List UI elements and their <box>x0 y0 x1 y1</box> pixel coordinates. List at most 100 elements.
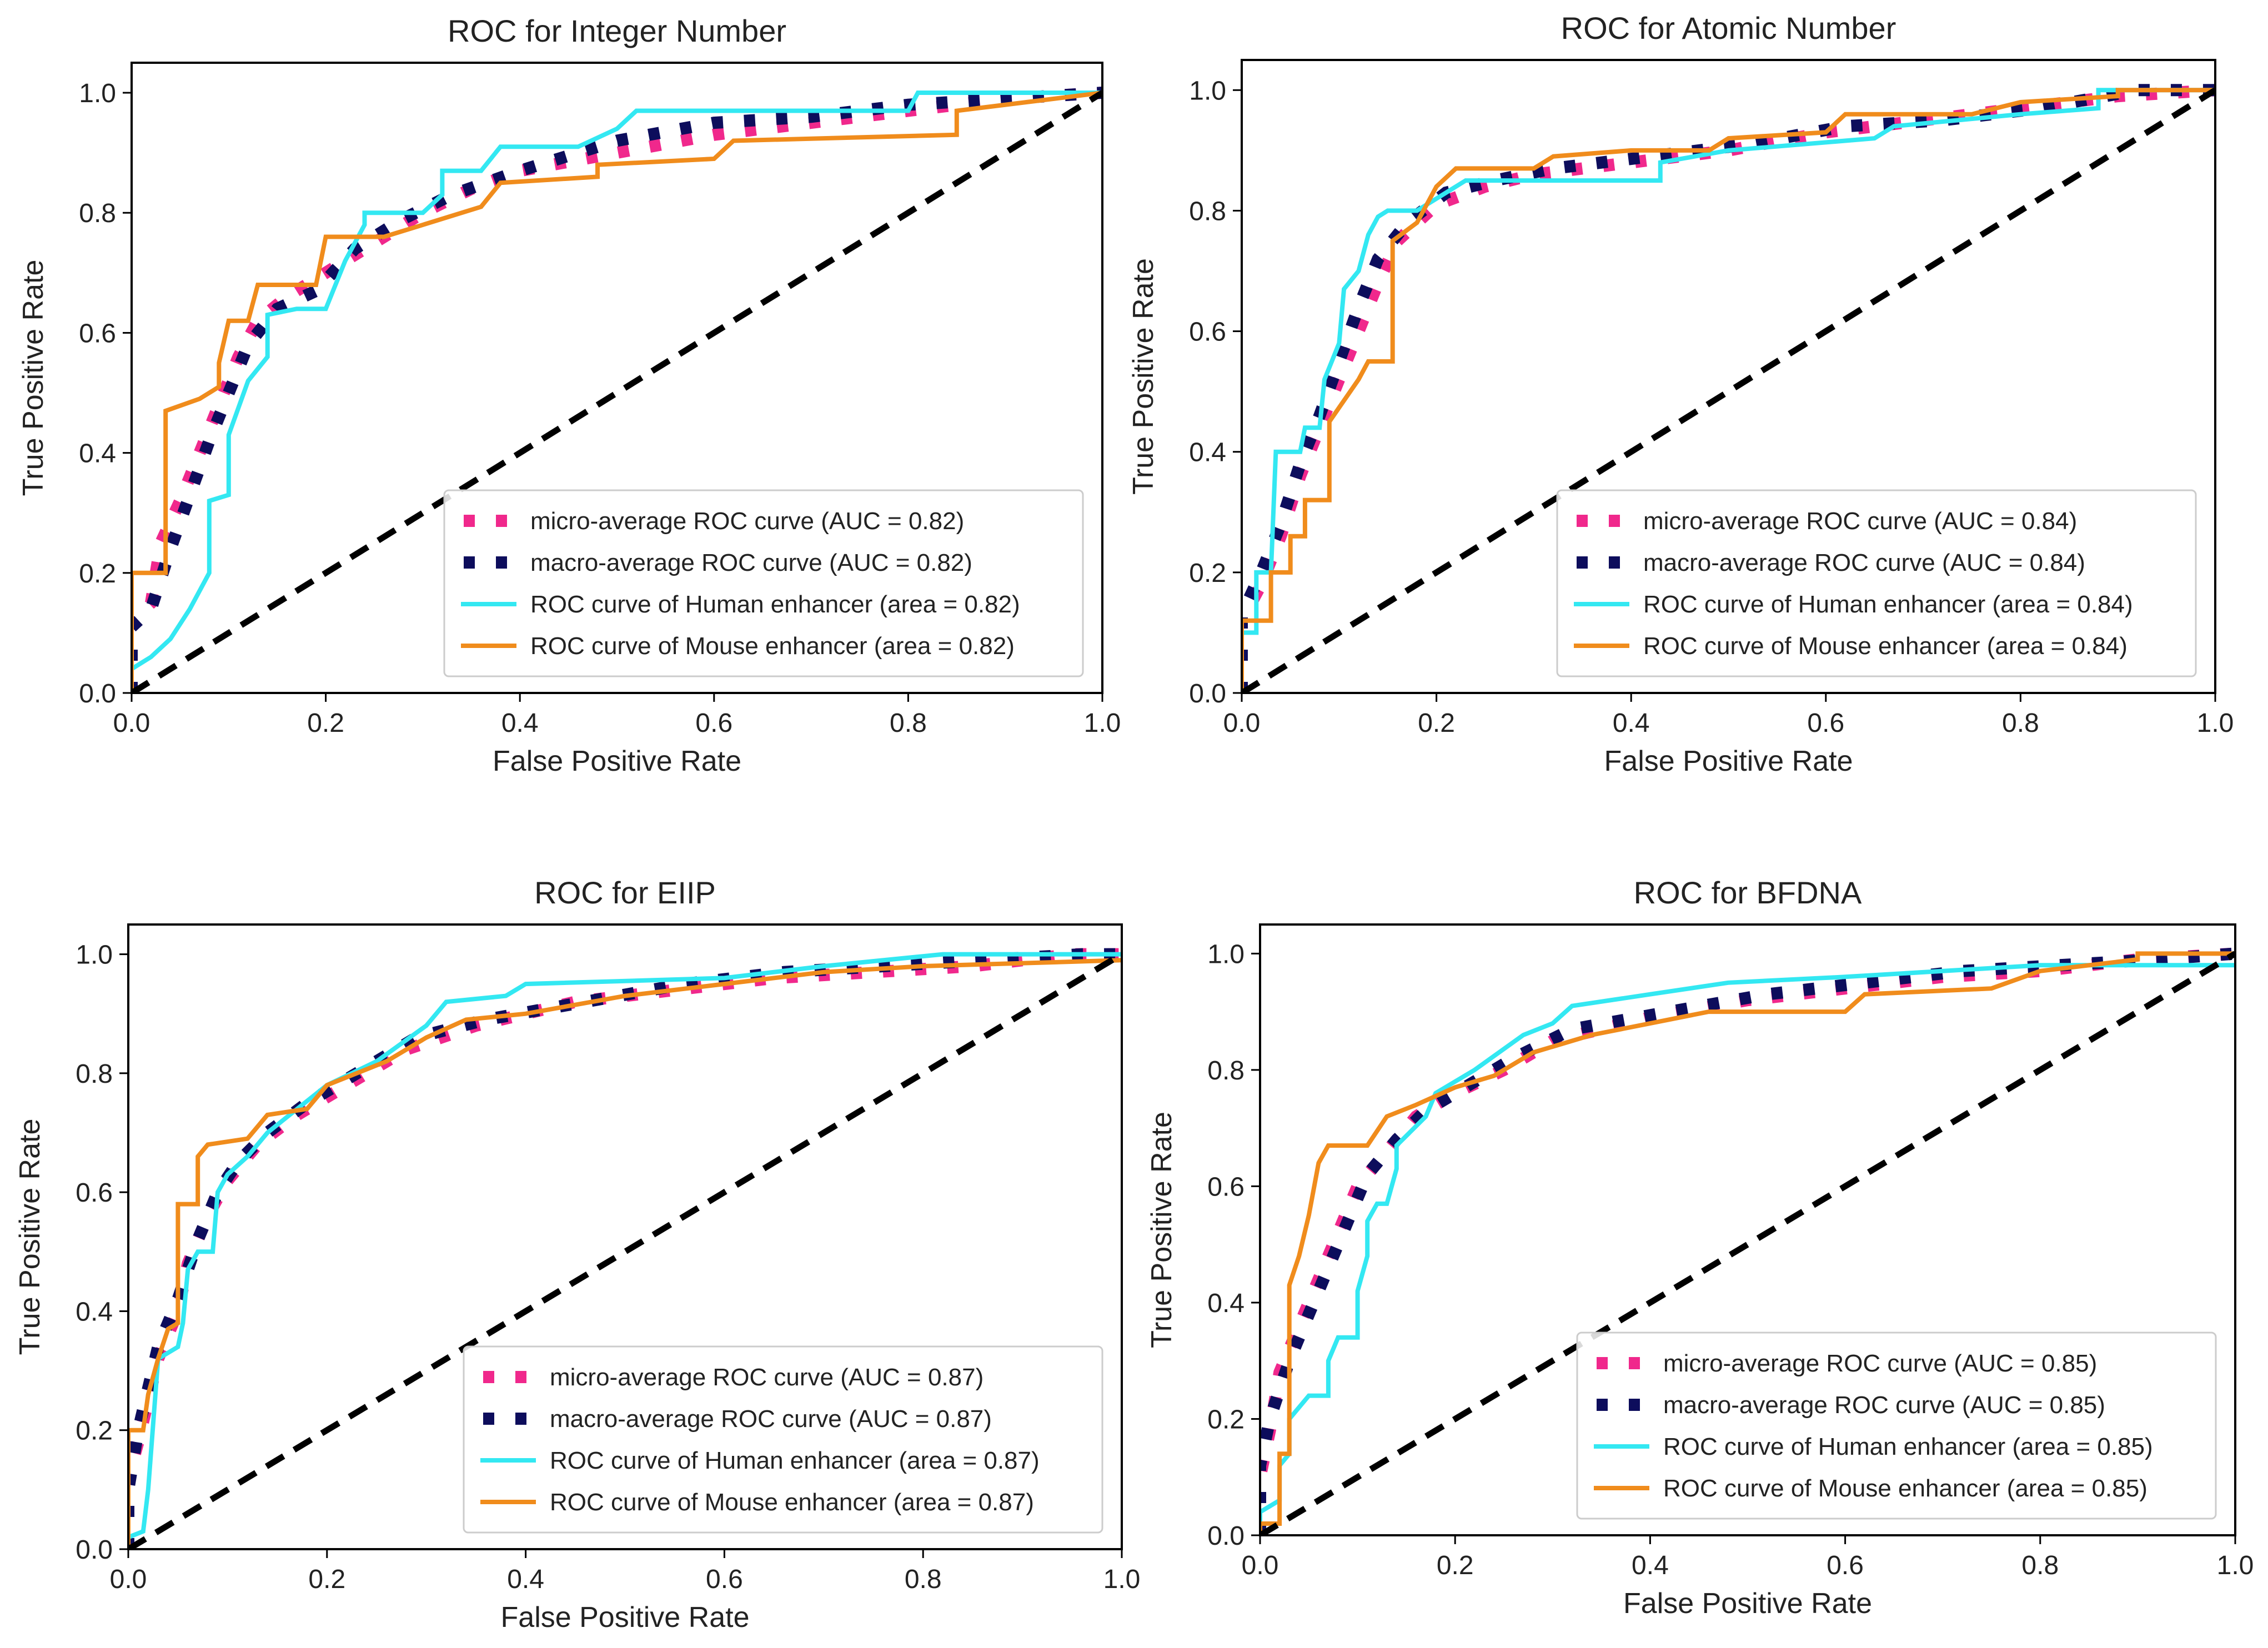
x-tick-label: 0.2 <box>1437 1551 1474 1580</box>
x-tick-label: 0.2 <box>308 1565 345 1594</box>
y-tick-label: 0.8 <box>1189 197 1226 226</box>
y-tick-label: 0.6 <box>79 319 116 348</box>
plot-frame <box>127 923 1123 1550</box>
roc-series-mouse <box>132 91 1102 693</box>
chart-title: ROC for Integer Number <box>448 13 786 48</box>
roc-series-mouse <box>1242 88 2215 693</box>
x-tick-label: 1.0 <box>2217 1551 2254 1580</box>
x-tick-label: 0.2 <box>1418 709 1455 738</box>
legend-label: ROC curve of Mouse enhancer (area = 0.84… <box>1643 632 2127 660</box>
legend: micro-average ROC curve (AUC = 0.85) macr… <box>1576 1332 2217 1520</box>
x-tick-label: 0.6 <box>1827 1551 1864 1580</box>
y-tick-label: 0.8 <box>79 199 116 228</box>
x-tick-label: 1.0 <box>1084 709 1121 738</box>
legend-box <box>1556 489 2197 677</box>
y-tick-label: 0.4 <box>76 1297 113 1327</box>
legend-label: ROC curve of Human enhancer (area = 0.84… <box>1643 591 2133 618</box>
y-tick-label: 0.0 <box>1189 679 1226 709</box>
x-tick-label: 0.8 <box>905 1565 942 1594</box>
legend-label: ROC curve of Mouse enhancer (area = 0.87… <box>550 1489 1034 1516</box>
y-tick-label: 0.0 <box>76 1535 113 1565</box>
plot-frame <box>1259 923 2236 1536</box>
plot-frame <box>1241 59 2216 694</box>
y-tick-label: 0.4 <box>1189 438 1226 468</box>
legend-label: micro-average ROC curve (AUC = 0.84) <box>1643 508 2077 535</box>
x-tick-label: 0.8 <box>890 709 927 738</box>
legend: micro-average ROC curve (AUC = 0.82) macr… <box>443 489 1084 677</box>
roc-series-macro <box>1260 947 2235 1535</box>
legend-label: micro-average ROC curve (AUC = 0.82) <box>530 508 964 535</box>
legend-label: macro-average ROC curve (AUC = 0.82) <box>530 549 972 576</box>
y-tick-label: 0.8 <box>76 1059 113 1089</box>
y-tick-label: 0.2 <box>1207 1405 1245 1434</box>
roc-series-macro <box>132 87 1102 693</box>
y-tick-label: 0.6 <box>1207 1172 1245 1202</box>
x-tick-label: 0.4 <box>507 1565 544 1594</box>
x-tick-label: 0.0 <box>1242 1551 1279 1580</box>
legend-label: macro-average ROC curve (AUC = 0.87) <box>550 1405 992 1433</box>
x-tick-label: 0.6 <box>706 1565 743 1594</box>
chart-title: ROC for EIIP <box>534 875 716 910</box>
y-tick-label: 0.6 <box>1189 318 1226 347</box>
roc-series-mouse <box>128 958 1122 1549</box>
plot-frame <box>131 62 1103 694</box>
y-tick-label: 0.2 <box>1189 559 1226 588</box>
x-tick-label: 0.8 <box>2021 1551 2059 1580</box>
y-tick-label: 0.4 <box>1207 1289 1245 1318</box>
legend-label: macro-average ROC curve (AUC = 0.84) <box>1643 549 2085 576</box>
y-tick-label: 1.0 <box>1207 939 1245 969</box>
x-tick-label: 0.6 <box>695 709 732 738</box>
y-tick-label: 1.0 <box>1189 76 1226 105</box>
legend-box <box>443 489 1084 677</box>
x-axis-label: False Positive Rate <box>493 745 741 777</box>
x-tick-label: 1.0 <box>1103 1565 1141 1594</box>
y-tick-label: 0.2 <box>79 559 116 589</box>
y-tick-label: 0.0 <box>1207 1521 1245 1551</box>
legend-label: ROC curve of Human enhancer (area = 0.85… <box>1663 1433 2153 1460</box>
y-axis-label: True Positive Rate <box>1146 1112 1178 1348</box>
y-tick-label: 1.0 <box>79 79 116 108</box>
y-tick-label: 1.0 <box>76 941 113 970</box>
roc-series-macro <box>128 948 1122 1549</box>
chart-title: ROC for Atomic Number <box>1561 11 1896 46</box>
legend-label: macro-average ROC curve (AUC = 0.85) <box>1663 1391 2105 1419</box>
chance-line <box>1260 951 2235 1535</box>
y-tick-label: 0.6 <box>76 1178 113 1208</box>
x-tick-label: 0.2 <box>307 709 344 738</box>
roc-series-mouse <box>1260 951 2235 1535</box>
legend-label: micro-average ROC curve (AUC = 0.87) <box>550 1364 984 1391</box>
x-axis-label: False Positive Rate <box>1604 745 1853 777</box>
roc-panel-2: ROC for Atomic Number 0.0 0.2 0.4 0.6 0.8 1.0 0… <box>1127 11 2234 777</box>
x-tick-label: 0.0 <box>110 1565 147 1594</box>
x-tick-label: 0.6 <box>1807 709 1844 738</box>
y-axis-label: True Positive Rate <box>1127 258 1160 495</box>
x-tick-label: 0.4 <box>1632 1551 1669 1580</box>
legend-label: ROC curve of Human enhancer (area = 0.87… <box>550 1447 1040 1474</box>
roc-series-micro <box>132 87 1102 693</box>
legend-label: ROC curve of Mouse enhancer (area = 0.82… <box>530 632 1015 660</box>
y-tick-label: 0.2 <box>76 1416 113 1446</box>
legend: micro-average ROC curve (AUC = 0.84) macr… <box>1556 489 2197 677</box>
x-tick-label: 1.0 <box>2197 709 2234 738</box>
x-tick-label: 0.4 <box>501 709 539 738</box>
roc-panel-1: ROC for Integer Number 0.0 0.2 0.4 0.6 0.8 1.0… <box>17 13 1121 777</box>
y-tick-label: 0.8 <box>1207 1056 1245 1086</box>
y-axis-label: True Positive Rate <box>14 1119 46 1355</box>
y-axis-label: True Positive Rate <box>17 260 49 496</box>
x-tick-label: 0.0 <box>113 709 150 738</box>
x-tick-label: 0.4 <box>1613 709 1650 738</box>
y-tick-label: 0.0 <box>79 679 116 709</box>
roc-panel-3: ROC for EIIP 0.0 0.2 0.4 0.6 0.8 1.0 0.0 0.2 0.4 0… <box>14 875 1140 1634</box>
legend-box <box>463 1345 1103 1534</box>
chart-title: ROC for BFDNA <box>1634 875 1862 910</box>
legend: micro-average ROC curve (AUC = 0.87) macr… <box>463 1345 1103 1534</box>
x-axis-label: False Positive Rate <box>501 1601 750 1634</box>
legend-label: micro-average ROC curve (AUC = 0.85) <box>1663 1350 2097 1377</box>
legend-label: ROC curve of Mouse enhancer (area = 0.85… <box>1663 1475 2147 1502</box>
y-tick-label: 0.4 <box>79 439 116 469</box>
x-axis-label: False Positive Rate <box>1623 1587 1872 1620</box>
legend-box <box>1576 1332 2217 1520</box>
roc-series-human <box>1242 88 2215 693</box>
x-tick-label: 0.8 <box>2002 709 2039 738</box>
